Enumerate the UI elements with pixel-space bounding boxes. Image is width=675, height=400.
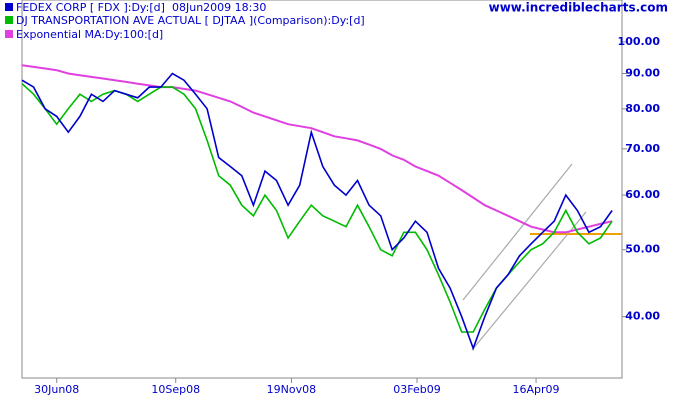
y-tick-label: 80.00: [625, 102, 660, 115]
y-tick-label: 50.00: [625, 243, 660, 256]
x-tick-label: 03Feb09: [393, 383, 440, 396]
legend-swatch: [5, 30, 13, 38]
x-tick-label: 10Sep08: [151, 383, 200, 396]
timestamp: 08Jun2009 18:30: [172, 1, 266, 14]
legend-swatch: [5, 3, 13, 11]
trend-line: [471, 211, 587, 351]
legend-label: DJ TRANSPORTATION AVE ACTUAL [ DJTAA ](C…: [16, 14, 365, 27]
series-line: [21, 64, 613, 234]
y-tick-label: 90.00: [625, 67, 660, 80]
y-tick-label: 70.00: [625, 142, 660, 155]
x-tick-label: 16Apr09: [513, 383, 560, 396]
y-tick-label: 60.00: [625, 188, 660, 201]
x-tick-label: 19Nov08: [267, 383, 316, 396]
series-line: [21, 72, 613, 351]
plot-area: 40.00 50.00 60.00 70.00 80.00 90.00 100.00 30Ju…: [21, 35, 661, 396]
y-tick-label: 40.00: [625, 310, 660, 323]
x-tick-label: 30Jun08: [34, 383, 79, 396]
y-tick-label: 100.00: [618, 35, 661, 48]
plot-frame: [21, 0, 623, 379]
legend-label: Exponential MA:Dy:100:[d]: [16, 28, 163, 41]
legend-swatch: [5, 16, 13, 24]
legend-label: FEDEX CORP [ FDX ]:Dy:[d]: [16, 1, 165, 14]
trend-line: [462, 163, 573, 301]
site-name: www.incrediblecharts.com: [489, 1, 668, 15]
